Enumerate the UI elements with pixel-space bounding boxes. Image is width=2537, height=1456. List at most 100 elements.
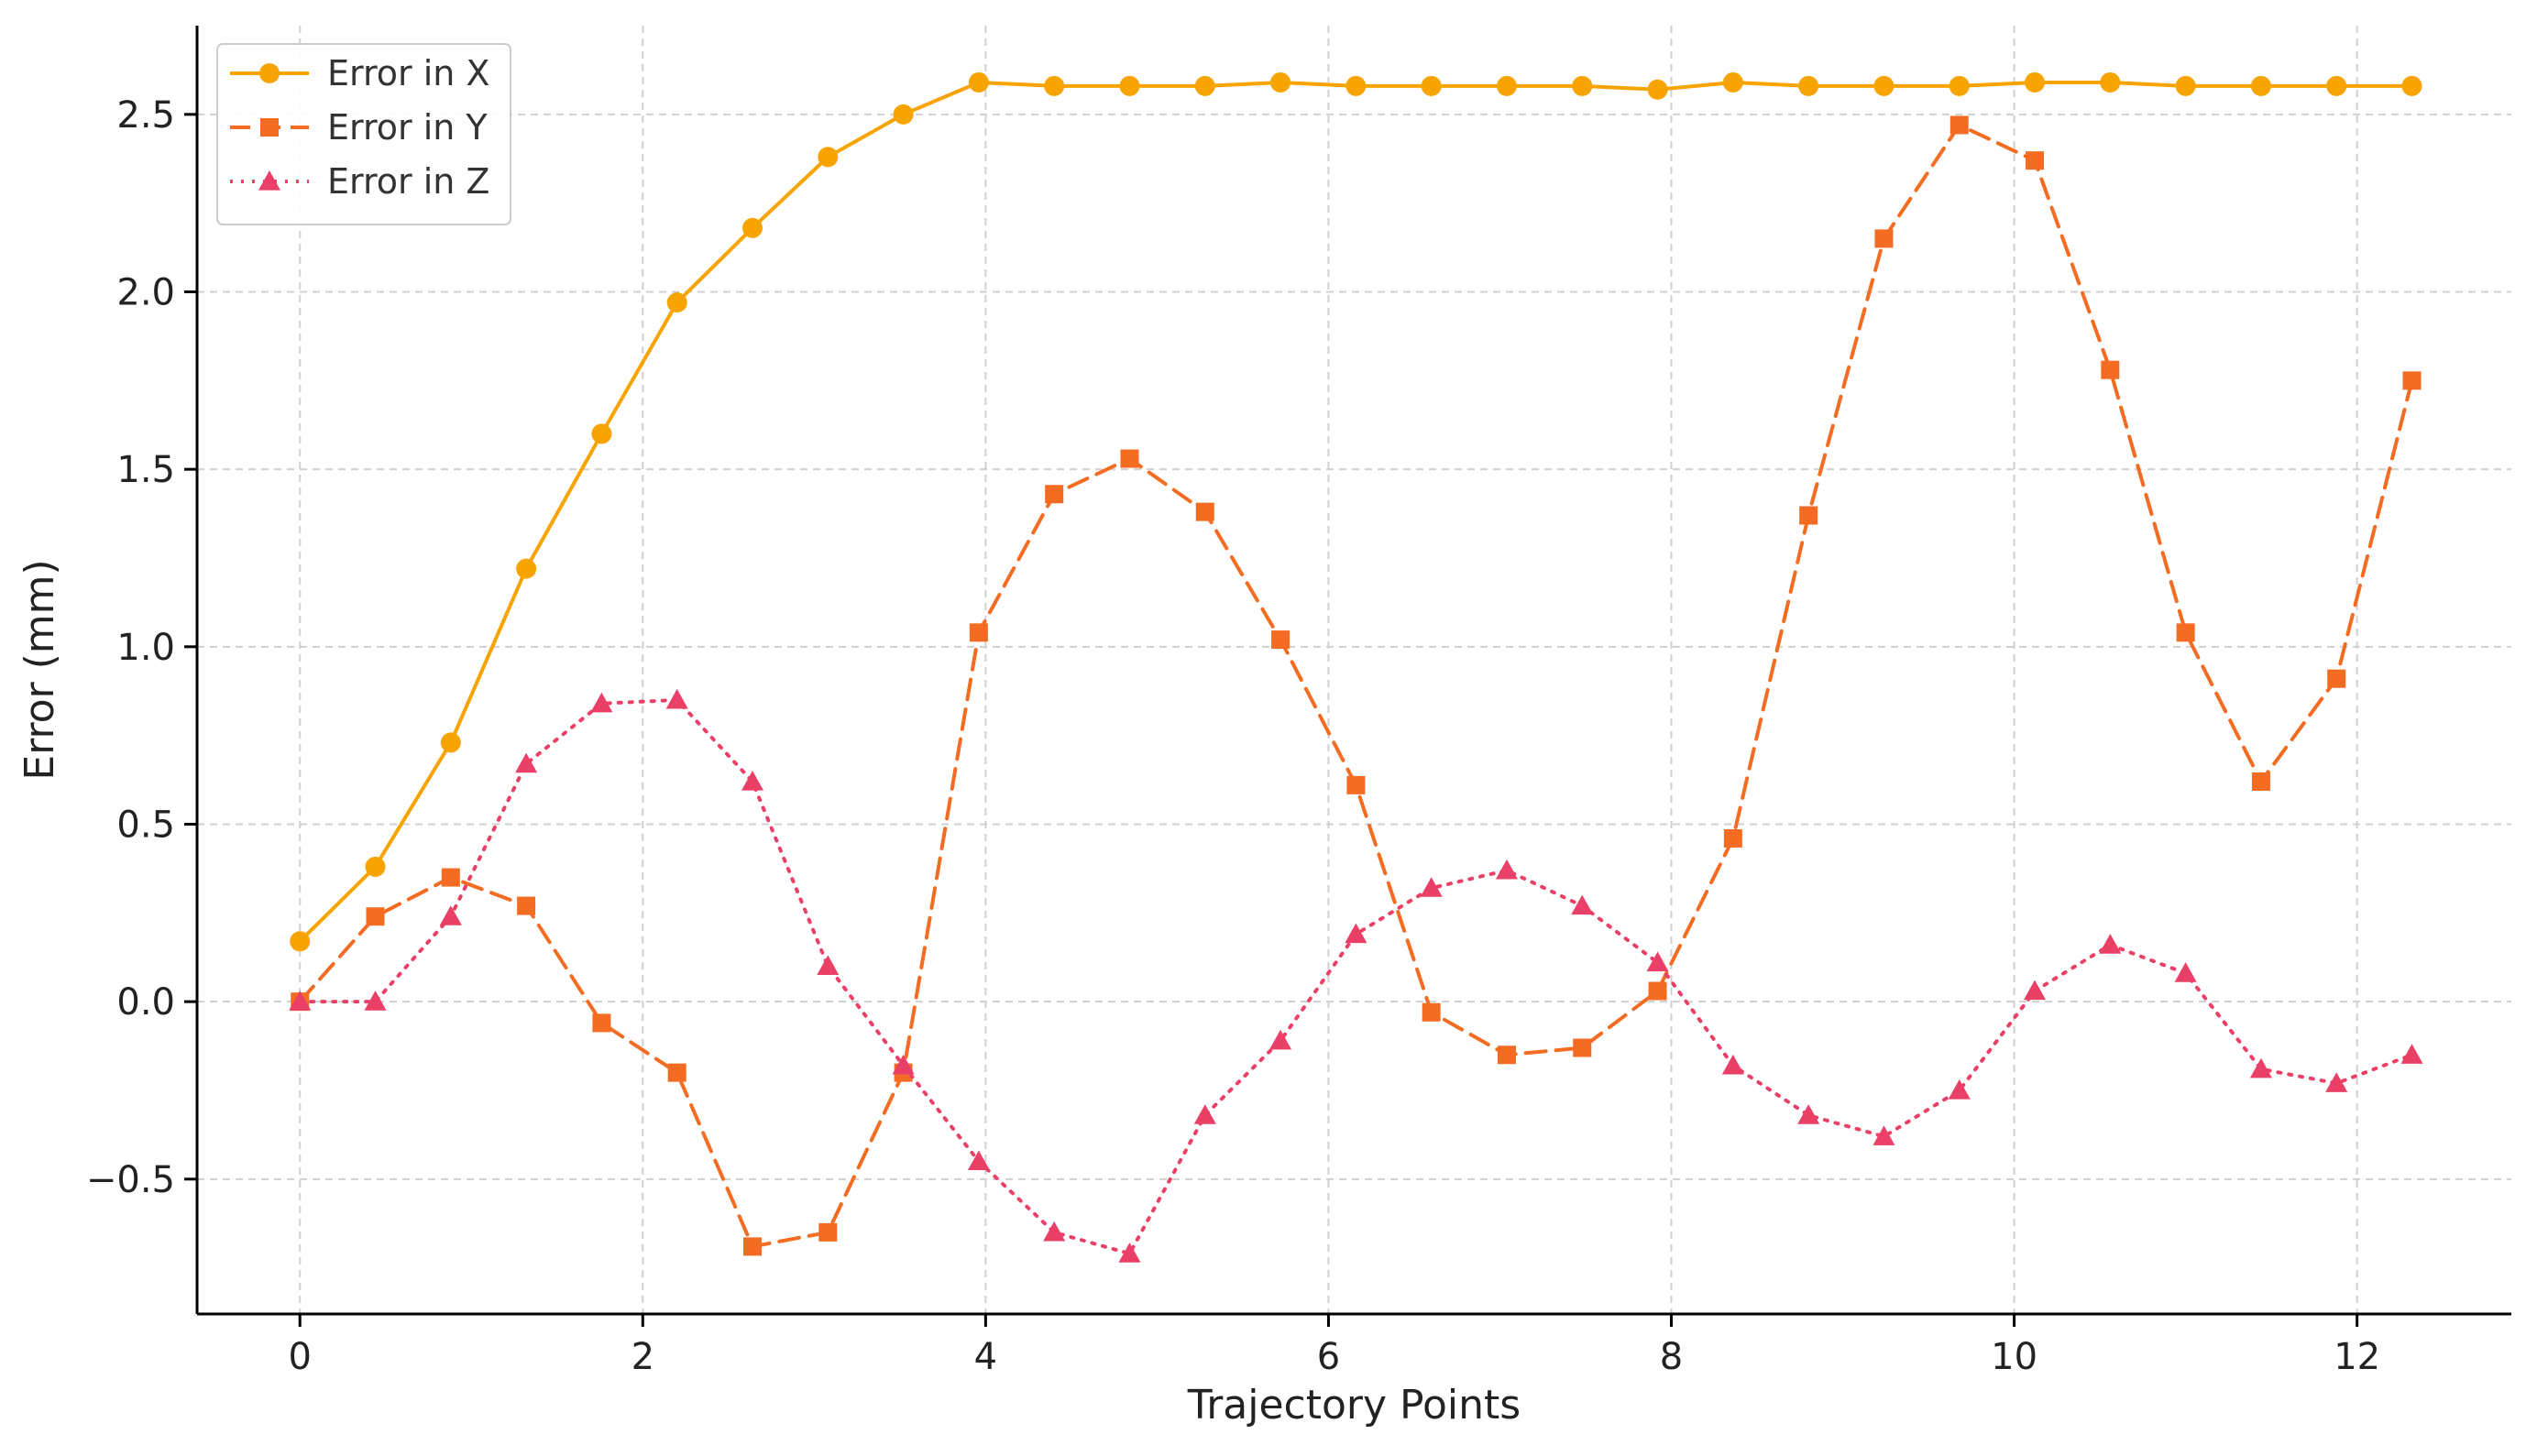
data-point-error-in-x bbox=[2100, 71, 2121, 93]
x-tick-label: 8 bbox=[1660, 1336, 1683, 1378]
data-point-error-in-z bbox=[1269, 1029, 1292, 1050]
series-layer bbox=[289, 71, 2423, 1263]
data-point-error-in-y bbox=[969, 623, 988, 642]
data-point-error-in-z bbox=[1118, 1243, 1141, 1263]
x-tick-label: 12 bbox=[2334, 1336, 2380, 1378]
data-point-error-in-x bbox=[1722, 71, 1743, 93]
data-point-error-in-x bbox=[365, 856, 386, 877]
legend-label-error-in-z: Error in Z bbox=[327, 161, 489, 202]
x-tick-label: 4 bbox=[974, 1336, 997, 1378]
data-point-error-in-z bbox=[1797, 1104, 1820, 1124]
grid-lines bbox=[197, 26, 2511, 1314]
data-point-error-in-y bbox=[2251, 772, 2270, 792]
tick-labels: 0 2 4 6 8 10 12 −0.5 0.0 0.5 1.0 1.5 2.0 2.5 bbox=[86, 94, 2380, 1378]
data-point-error-in-z bbox=[1043, 1221, 1066, 1242]
data-point-error-in-x bbox=[742, 217, 763, 238]
data-point-error-in-z bbox=[1948, 1078, 1971, 1100]
y-tick-label: 1.5 bbox=[116, 449, 175, 491]
data-point-error-in-z bbox=[364, 991, 387, 1011]
data-point-error-in-y bbox=[366, 907, 385, 926]
data-point-error-in-y bbox=[2101, 360, 2120, 379]
data-point-error-in-x bbox=[1496, 75, 1517, 96]
data-point-error-in-z bbox=[892, 1054, 915, 1075]
legend-marker-error-in-x bbox=[259, 63, 280, 83]
data-point-error-in-z bbox=[289, 991, 312, 1011]
data-point-error-in-x bbox=[1572, 75, 1593, 96]
legend-box bbox=[216, 43, 511, 225]
data-point-error-in-z bbox=[2099, 934, 2122, 954]
data-point-error-in-x bbox=[2250, 75, 2271, 96]
data-point-error-in-x bbox=[1949, 75, 1970, 96]
data-point-error-in-z bbox=[1193, 1104, 1216, 1124]
series-line-error-in-x bbox=[298, 80, 2414, 944]
data-point-error-in-y bbox=[743, 1237, 762, 1256]
data-point-error-in-y bbox=[517, 896, 536, 915]
data-point-error-in-y bbox=[1045, 485, 1064, 504]
data-point-error-in-z bbox=[2249, 1057, 2272, 1078]
data-point-error-in-y bbox=[667, 1063, 686, 1082]
data-point-error-in-y bbox=[2327, 669, 2346, 688]
data-point-error-in-x bbox=[1873, 75, 1895, 96]
legend-label-error-in-y: Error in Y bbox=[327, 107, 488, 148]
data-point-error-in-y bbox=[1949, 115, 1969, 135]
data-point-error-in-z bbox=[1646, 951, 1669, 972]
legend-marker-error-in-y bbox=[260, 118, 279, 137]
data-point-error-in-x bbox=[818, 147, 839, 168]
data-point-error-in-z bbox=[967, 1150, 990, 1171]
x-tick-label: 10 bbox=[1991, 1336, 2037, 1378]
data-point-error-in-z bbox=[665, 688, 688, 709]
data-point-error-in-x bbox=[1647, 79, 1668, 100]
data-point-error-in-y bbox=[1422, 1002, 1441, 1022]
data-point-error-in-x bbox=[666, 292, 687, 313]
data-point-error-in-x bbox=[1119, 75, 1140, 96]
data-point-error-in-z bbox=[1571, 894, 1594, 915]
data-point-error-in-z bbox=[2024, 980, 2047, 1001]
data-point-error-in-y bbox=[1120, 449, 1139, 468]
y-tick-label: 0.5 bbox=[116, 804, 175, 846]
series-error-in-x bbox=[290, 71, 2422, 952]
data-point-error-in-y bbox=[2026, 151, 2045, 170]
data-point-error-in-x bbox=[516, 558, 537, 579]
data-point-error-in-x bbox=[1798, 75, 1819, 96]
data-point-error-in-x bbox=[968, 71, 989, 93]
x-axis-label: Trajectory Points bbox=[1187, 1382, 1521, 1429]
data-point-error-in-y bbox=[1497, 1045, 1516, 1065]
y-tick-label: 2.5 bbox=[116, 94, 175, 137]
data-point-error-in-z bbox=[2174, 962, 2197, 982]
data-point-error-in-z bbox=[741, 771, 763, 791]
data-point-error-in-y bbox=[1195, 502, 1214, 521]
data-point-error-in-z bbox=[439, 905, 462, 925]
data-point-error-in-z bbox=[1873, 1125, 1895, 1145]
data-point-error-in-z bbox=[817, 955, 840, 976]
data-point-error-in-x bbox=[1044, 75, 1065, 96]
x-tick-label: 2 bbox=[632, 1336, 654, 1378]
data-point-error-in-y bbox=[2176, 623, 2195, 642]
legend: Error in X Error in Y Error in Z bbox=[216, 43, 511, 225]
data-point-error-in-x bbox=[1194, 75, 1215, 96]
data-point-error-in-x bbox=[2025, 71, 2046, 93]
y-tick-label: −0.5 bbox=[86, 1159, 175, 1201]
y-tick-label: 2.0 bbox=[116, 271, 175, 313]
data-point-error-in-z bbox=[1495, 859, 1518, 880]
data-point-error-in-y bbox=[1573, 1038, 1592, 1057]
data-point-error-in-y bbox=[592, 1013, 611, 1033]
data-point-error-in-z bbox=[1721, 1054, 1744, 1075]
data-point-error-in-y bbox=[1271, 630, 1290, 650]
legend-item-error-in-y: Error in Y bbox=[230, 107, 488, 148]
data-point-error-in-x bbox=[1421, 75, 1442, 96]
series-line-error-in-y bbox=[298, 123, 2414, 1249]
legend-item-error-in-z: Error in Z bbox=[230, 161, 489, 202]
data-point-error-in-x bbox=[1270, 71, 1291, 93]
data-point-error-in-x bbox=[440, 732, 461, 753]
y-tick-label: 1.0 bbox=[116, 627, 175, 669]
data-point-error-in-z bbox=[1420, 877, 1443, 897]
data-point-error-in-y bbox=[1799, 506, 1818, 525]
data-point-error-in-y bbox=[1346, 775, 1366, 794]
legend-marker-error-in-z bbox=[258, 170, 280, 191]
data-point-error-in-z bbox=[2325, 1072, 2348, 1092]
data-point-error-in-y bbox=[2402, 371, 2422, 390]
axes bbox=[184, 26, 2511, 1327]
data-point-error-in-x bbox=[1345, 75, 1367, 96]
